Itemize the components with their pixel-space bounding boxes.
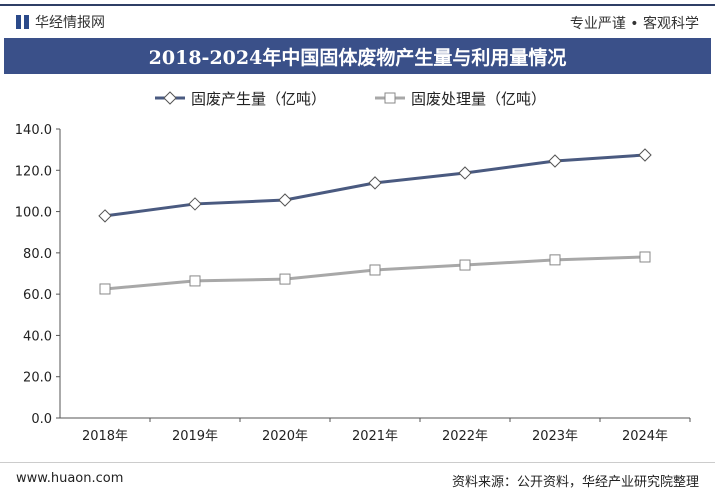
data-point-1 — [189, 275, 201, 287]
x-tick-label: 2024年 — [622, 429, 668, 444]
y-tick-label: 60.0 — [23, 288, 52, 303]
data-point-0 — [638, 148, 652, 162]
x-tick-label: 2023年 — [532, 429, 578, 444]
x-tick-label: 2022年 — [442, 429, 488, 444]
slogan: 专业严谨 • 客观科学 — [569, 16, 699, 32]
x-tick-label: 2018年 — [82, 429, 128, 444]
legend-label-0: 固废产生量（亿吨） — [191, 90, 326, 108]
data-point-0 — [98, 209, 112, 223]
data-point-1 — [549, 254, 561, 266]
data-point-0 — [458, 166, 472, 180]
y-tick-label: 140.0 — [15, 123, 52, 138]
source-note: 资料来源：公开资料，华经产业研究院整理 — [451, 475, 699, 490]
top-rule — [0, 4, 715, 6]
y-tick-label: 0.0 — [31, 412, 52, 427]
data-point-0 — [368, 176, 382, 190]
data-point-1 — [99, 283, 111, 295]
data-point-0 — [188, 197, 202, 211]
data-point-0 — [278, 193, 292, 207]
legend-marker-1 — [384, 92, 396, 104]
y-tick-label: 80.0 — [23, 247, 52, 262]
y-tick-label: 120.0 — [15, 164, 52, 179]
chart-title: 2018-2024年中国固体废物产生量与利用量情况 — [4, 38, 711, 74]
y-tick-label: 100.0 — [15, 206, 52, 221]
footer: www.huaon.com 资料来源：公开资料，华经产业研究院整理 — [0, 462, 715, 500]
x-tick-label: 2019年 — [172, 429, 218, 444]
logo-text: 华经情报网 — [35, 15, 105, 31]
data-point-1 — [369, 264, 381, 276]
legend-label-1: 固废处理量（亿吨） — [411, 90, 546, 108]
x-tick-label: 2020年 — [262, 429, 308, 444]
website: www.huaon.com — [16, 471, 124, 486]
y-tick-label: 20.0 — [23, 371, 52, 386]
data-point-1 — [459, 259, 471, 271]
data-point-1 — [279, 273, 291, 285]
x-tick-label: 2021年 — [352, 429, 398, 444]
legend-marker-0 — [163, 91, 177, 105]
y-tick-label: 40.0 — [23, 329, 52, 344]
logo-icon — [16, 15, 29, 29]
data-point-0 — [548, 154, 562, 168]
logo: 华经情报网 — [16, 12, 105, 32]
data-point-1 — [639, 251, 651, 263]
